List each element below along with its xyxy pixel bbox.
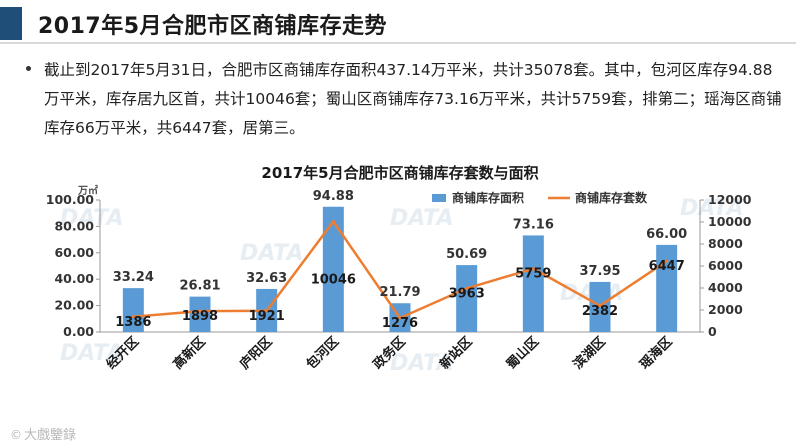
- y-left-tick-label: 40.00: [54, 271, 94, 286]
- line-value-label: 5759: [515, 267, 551, 282]
- bar-value-label: 94.88: [313, 189, 354, 204]
- y-left-tick-label: 100.00: [46, 192, 95, 207]
- category-label: 包河区: [303, 334, 342, 373]
- legend-line-label: 商铺库存套数: [575, 190, 648, 205]
- legend-bar-swatch: [432, 194, 446, 202]
- background-watermark-mark: DATA: [60, 206, 124, 231]
- y-right-tick-label: 4000: [708, 280, 743, 295]
- line-value-label: 3963: [449, 286, 485, 301]
- y-left-tick-label: 80.00: [54, 218, 94, 233]
- bar-value-label: 66.00: [646, 227, 687, 242]
- line-value-label: 2382: [582, 304, 618, 319]
- category-label: 瑶海区: [637, 334, 676, 373]
- watermark-logo-icon: ©: [10, 428, 22, 442]
- footer-watermark: © 大戲鑒錄: [10, 424, 76, 443]
- title-divider: [0, 42, 796, 44]
- background-watermark-mark: DATA: [390, 206, 454, 231]
- bar-value-label: 37.95: [579, 264, 620, 279]
- line-point-9: [665, 259, 669, 263]
- y-right-tick-label: 12000: [708, 192, 752, 207]
- bar-value-label: 73.16: [513, 217, 554, 232]
- line-point-3: [265, 309, 269, 313]
- bullet-icon: [26, 66, 31, 71]
- bar-value-label: 32.63: [246, 271, 287, 286]
- category-label: 庐阳区: [237, 334, 276, 373]
- bar-value-label: 33.24: [113, 270, 154, 285]
- y-right-tick-label: 6000: [708, 258, 743, 273]
- category-label: 滨湖区: [570, 334, 609, 373]
- y-right-tick-label: 8000: [708, 236, 743, 251]
- bar-6: [456, 265, 478, 332]
- bar-7: [522, 235, 544, 332]
- background-watermark-mark: DATA: [680, 196, 744, 221]
- y-left-tick-label: 0.00: [63, 324, 94, 339]
- bar-value-label: 26.81: [179, 279, 220, 294]
- y-left-tick-label: 20.00: [54, 298, 94, 313]
- bar-value-label: 21.79: [379, 285, 420, 300]
- line-point-7: [531, 267, 535, 271]
- page-title: 2017年5月合肥市区商铺库存走势: [38, 14, 388, 39]
- category-label: 蜀山区: [503, 334, 542, 373]
- line-value-label: 1386: [115, 315, 151, 330]
- summary-paragraph: 截止到2017年5月31日，合肥市区商铺库存面积437.14万平米，共计3507…: [44, 61, 782, 137]
- line-value-label: 1276: [382, 316, 418, 331]
- line-point-1: [131, 315, 135, 319]
- background-watermark-mark: DATA: [390, 351, 454, 376]
- y-right-tick-label: 0: [708, 324, 717, 339]
- y-axis-unit: 万㎡: [77, 184, 98, 197]
- title-accent-bar: [0, 7, 22, 40]
- watermark-text: 大戲鑒錄: [24, 428, 77, 443]
- background-watermark-mark: DATA: [240, 241, 304, 266]
- line-value-label: 6447: [649, 259, 685, 274]
- y-left-tick-label: 60.00: [54, 245, 94, 260]
- y-right-tick-label: 10000: [708, 214, 752, 229]
- bar-2: [189, 296, 211, 332]
- line-point-6: [465, 286, 469, 290]
- line-value-label: 10046: [311, 272, 356, 287]
- line-point-4: [331, 219, 335, 223]
- chart-title: 2017年5月合肥市区商铺库存套数与面积: [261, 164, 538, 182]
- line-point-2: [198, 309, 202, 313]
- background-watermark-mark: DATA: [60, 341, 124, 366]
- y-right-tick-label: 2000: [708, 302, 743, 317]
- bar-value-label: 50.69: [446, 247, 487, 262]
- bar-4: [322, 206, 344, 332]
- line-point-8: [598, 304, 602, 308]
- line-value-label: 1921: [249, 309, 285, 324]
- bar-1: [122, 288, 144, 332]
- line-value-label: 1898: [182, 309, 218, 324]
- bar-9: [656, 244, 678, 332]
- line-point-5: [398, 316, 402, 320]
- legend-bar-label: 商铺库存面积: [452, 190, 524, 205]
- category-label: 高新区: [170, 334, 209, 373]
